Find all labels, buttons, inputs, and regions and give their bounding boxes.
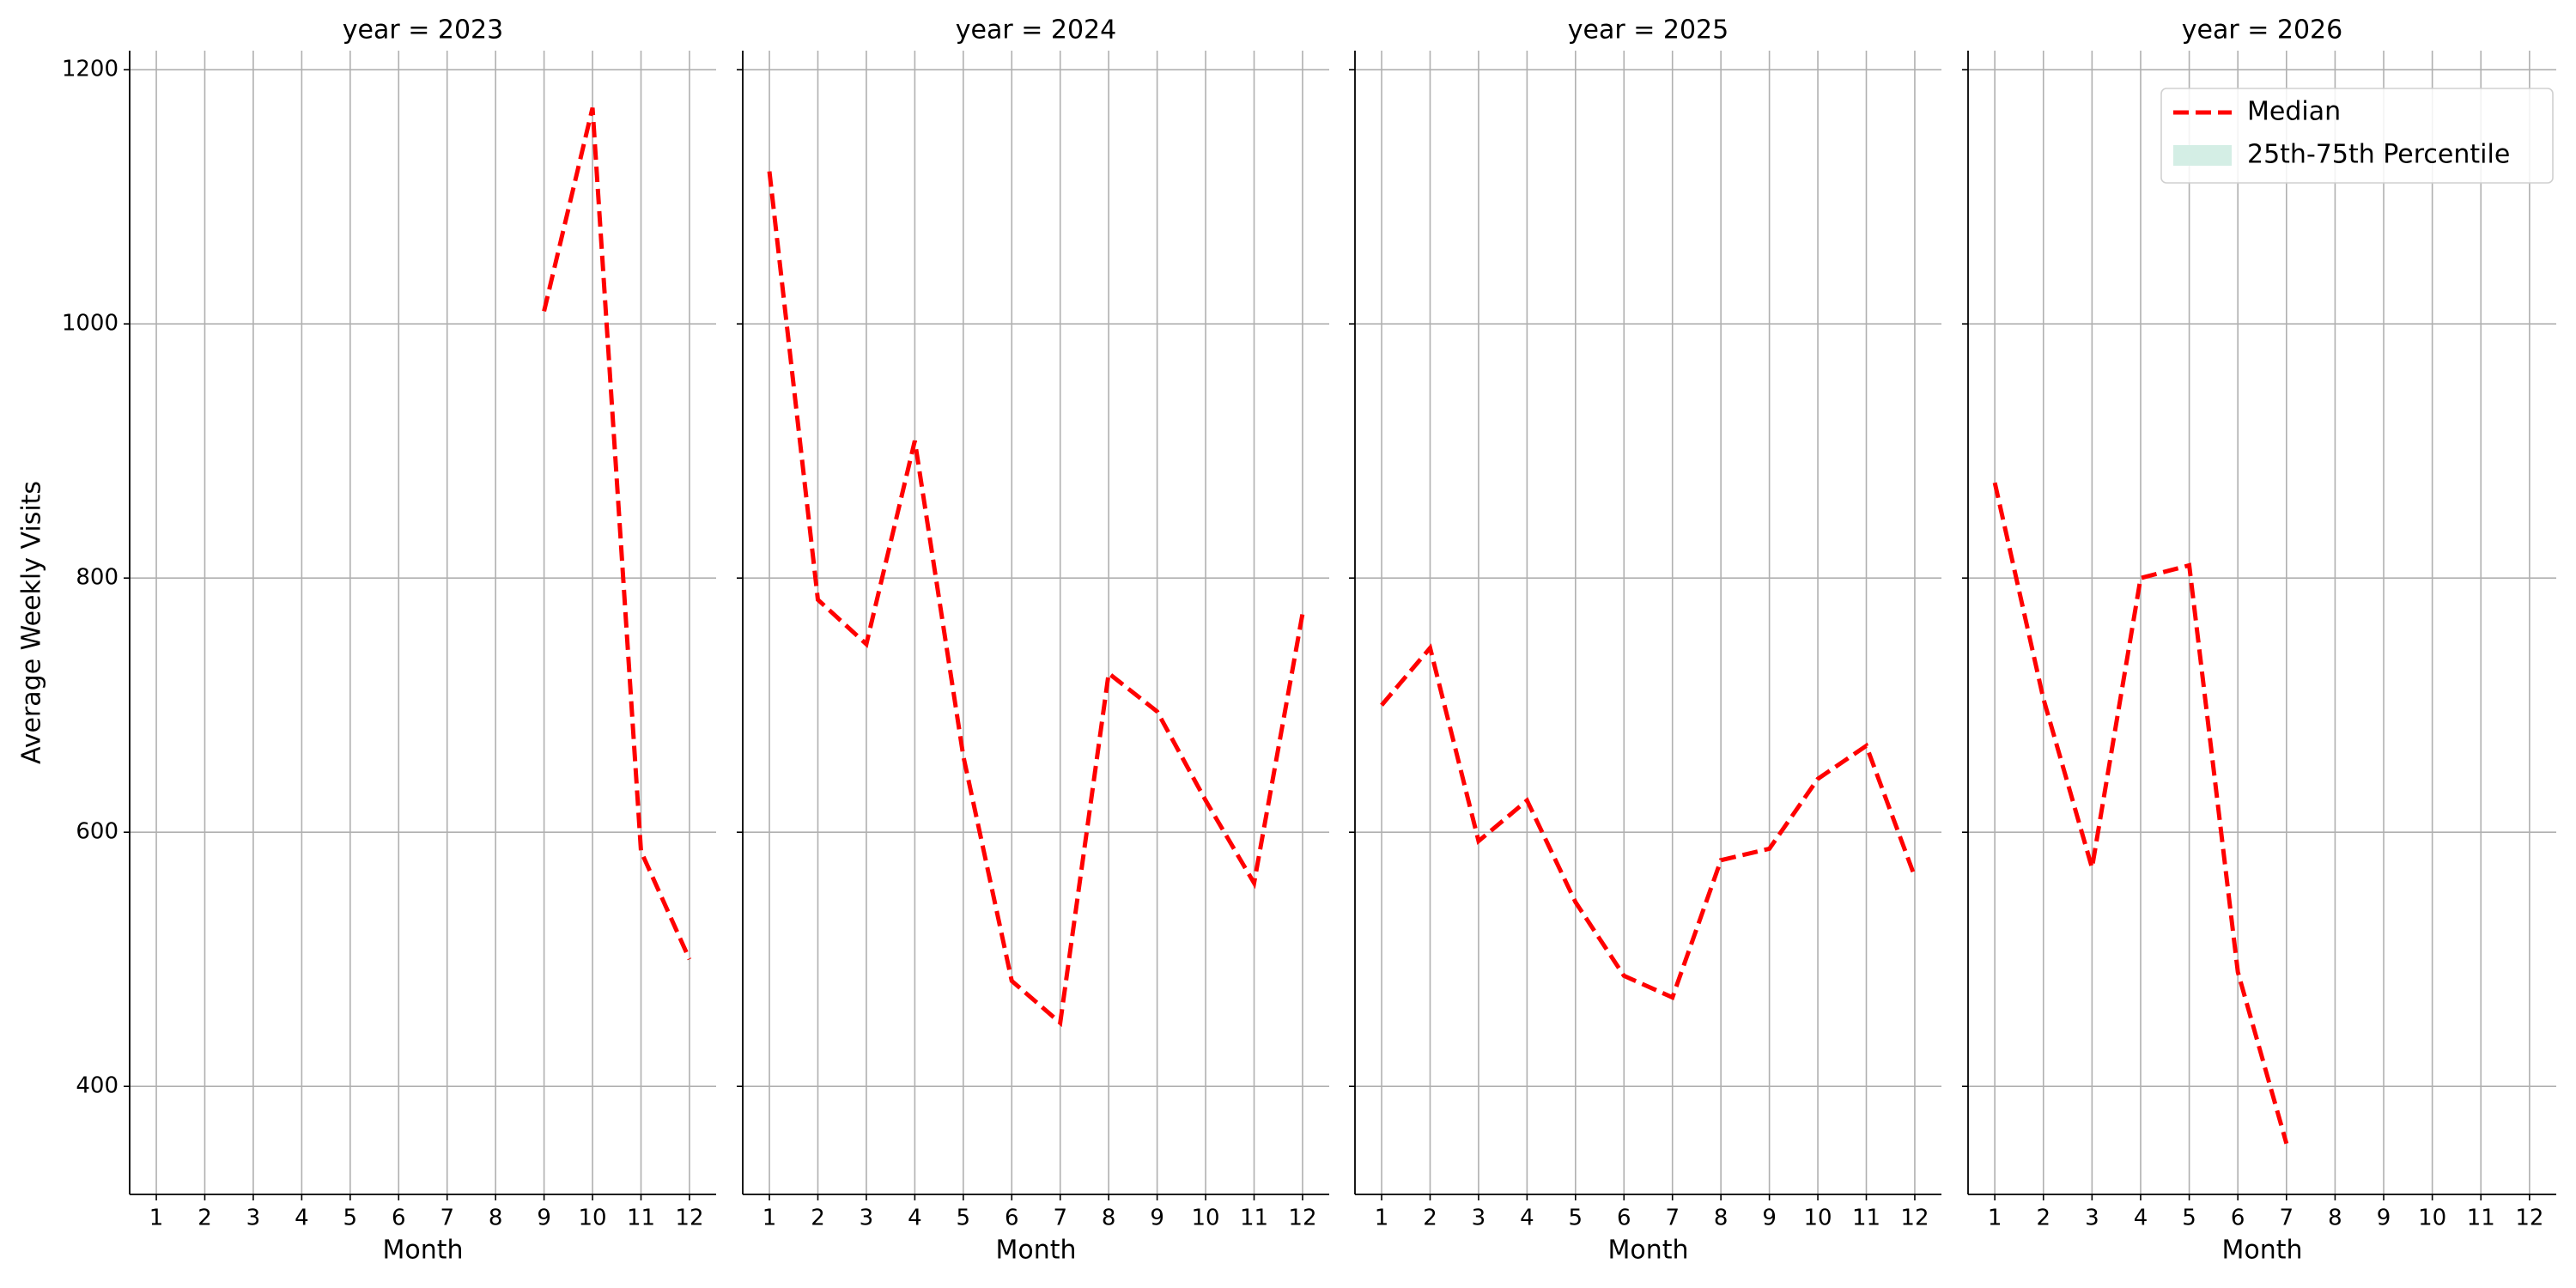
- x-tick-label: 6: [1617, 1206, 1631, 1231]
- legend-label: Median: [2247, 97, 2341, 127]
- y-tick-label: 1200: [62, 57, 118, 82]
- x-tick-label: 3: [2085, 1206, 2099, 1231]
- x-tick-label: 9: [1762, 1206, 1777, 1231]
- x-tick-label: 1: [1375, 1206, 1389, 1231]
- y-tick-label: 1000: [62, 311, 118, 337]
- median-line: [1380, 643, 1917, 1000]
- x-tick-label: 5: [1569, 1206, 1583, 1231]
- x-axis-label: Month: [995, 1236, 1076, 1266]
- legend-swatch: [2173, 145, 2232, 166]
- x-tick-label: 1: [149, 1206, 164, 1231]
- y-tick-label: 600: [76, 819, 118, 845]
- x-axis-label: Month: [1607, 1236, 1688, 1266]
- x-tick-label: 9: [2377, 1206, 2391, 1231]
- x-tick-label: 1: [762, 1206, 777, 1231]
- x-tick-label: 3: [1472, 1206, 1486, 1231]
- x-tick-label: 10: [1804, 1206, 1832, 1231]
- x-axis-label: Month: [382, 1236, 463, 1266]
- x-tick-label: 8: [489, 1206, 503, 1231]
- x-tick-label: 2: [2036, 1206, 2050, 1231]
- x-tick-label: 7: [1053, 1206, 1067, 1231]
- x-tick-label: 9: [1150, 1206, 1164, 1231]
- x-tick-label: 8: [1714, 1206, 1728, 1231]
- median-line: [542, 107, 692, 961]
- x-tick-label: 4: [908, 1206, 922, 1231]
- x-tick-label: 9: [537, 1206, 551, 1231]
- x-tick-label: 6: [392, 1206, 406, 1231]
- x-tick-label: 10: [1192, 1206, 1220, 1231]
- x-tick-label: 3: [860, 1206, 874, 1231]
- x-axis-label: Month: [2221, 1236, 2302, 1266]
- median-line: [1992, 482, 2289, 1145]
- x-tick-label: 1: [1988, 1206, 2002, 1231]
- x-tick-label: 4: [295, 1206, 309, 1231]
- x-tick-label: 7: [440, 1206, 454, 1231]
- x-tick-label: 3: [246, 1206, 261, 1231]
- x-tick-label: 12: [2515, 1206, 2543, 1231]
- x-tick-label: 11: [1240, 1206, 1268, 1231]
- x-tick-label: 10: [2418, 1206, 2446, 1231]
- x-tick-label: 12: [1900, 1206, 1929, 1231]
- legend-label: 25th-75th Percentile: [2247, 140, 2510, 170]
- x-tick-label: 11: [1852, 1206, 1880, 1231]
- x-tick-label: 4: [1520, 1206, 1534, 1231]
- x-tick-label: 7: [1665, 1206, 1680, 1231]
- x-tick-label: 4: [2134, 1206, 2148, 1231]
- x-tick-label: 10: [579, 1206, 607, 1231]
- y-tick-label: 800: [76, 565, 118, 591]
- panel-title: year = 2024: [956, 15, 1117, 46]
- panel-title: year = 2026: [2182, 15, 2343, 46]
- x-tick-label: 7: [2280, 1206, 2294, 1231]
- x-tick-label: 2: [1423, 1206, 1437, 1231]
- x-tick-label: 6: [2231, 1206, 2245, 1231]
- x-tick-label: 8: [2328, 1206, 2342, 1231]
- x-tick-label: 6: [1005, 1206, 1019, 1231]
- median-line: [767, 171, 1305, 1028]
- legend-box: [2160, 88, 2554, 184]
- x-tick-label: 5: [343, 1206, 358, 1231]
- x-tick-label: 8: [1102, 1206, 1116, 1231]
- panel-title: year = 2025: [1568, 15, 1729, 46]
- x-tick-label: 2: [197, 1206, 212, 1231]
- y-axis-label: Average Weekly Visits: [17, 481, 47, 764]
- x-tick-label: 12: [675, 1206, 703, 1231]
- x-tick-label: 12: [1288, 1206, 1316, 1231]
- panel-title: year = 2023: [343, 15, 504, 46]
- x-tick-label: 11: [2467, 1206, 2495, 1231]
- x-tick-label: 5: [957, 1206, 971, 1231]
- x-tick-label: 2: [811, 1206, 825, 1231]
- y-tick-label: 400: [76, 1073, 118, 1099]
- x-tick-label: 5: [2182, 1206, 2196, 1231]
- x-tick-label: 11: [627, 1206, 655, 1231]
